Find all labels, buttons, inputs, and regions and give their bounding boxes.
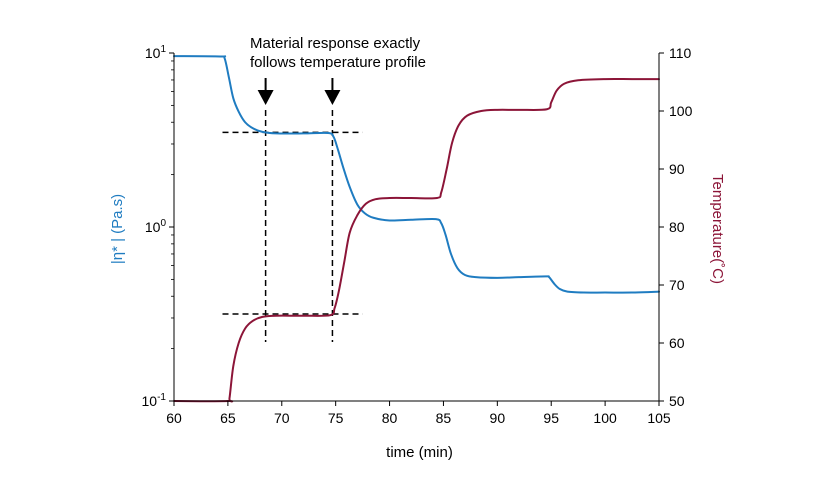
right-y-axis-label: Temperature(˚C) (709, 174, 726, 284)
right-y-tick-label: 80 (669, 219, 685, 235)
right-y-tick-label: 50 (669, 393, 685, 409)
annotation-line-1: Material response exactly (250, 35, 421, 52)
x-tick-label: 70 (274, 410, 290, 426)
annotation-arrow-2 (324, 90, 341, 105)
x-tick-label: 75 (328, 410, 344, 426)
axis-labels: 60 65 70 75 80 85 90 95 100 105 101 100 10-1 50 60 70 80… (109, 44, 726, 461)
x-tick-label: 105 (647, 410, 671, 426)
series-layer (173, 55, 660, 403)
left-y-tick-label: 10-1 (142, 392, 167, 409)
left-y-axis-label: |η* | (Pa.s) (109, 194, 126, 264)
annotation-arrow-1 (257, 90, 274, 105)
x-tick-label: 90 (490, 410, 506, 426)
right-y-tick-label: 100 (669, 103, 693, 119)
x-tick-label: 80 (382, 410, 398, 426)
left-y-tick-label: 101 (145, 44, 167, 61)
series-line-viscosity (173, 55, 660, 294)
right-y-tick-label: 70 (669, 277, 685, 293)
axes (169, 52, 664, 406)
left-y-tick-label: 100 (145, 218, 167, 235)
x-tick-label: 95 (543, 410, 559, 426)
series-line-temperature (173, 78, 660, 403)
right-y-tick-label: 90 (669, 161, 685, 177)
guide-lines (222, 110, 363, 342)
x-tick-label: 100 (593, 410, 617, 426)
right-y-tick-label: 60 (669, 335, 685, 351)
right-y-tick-label: 110 (669, 45, 692, 61)
annotation: Material response exactly follows tempera… (250, 35, 426, 105)
annotation-line-2: follows temperature profile (250, 54, 426, 71)
x-tick-label: 65 (220, 410, 236, 426)
x-tick-label: 85 (436, 410, 452, 426)
x-tick-label: 60 (166, 410, 182, 426)
x-axis-label: time (min) (386, 444, 453, 461)
